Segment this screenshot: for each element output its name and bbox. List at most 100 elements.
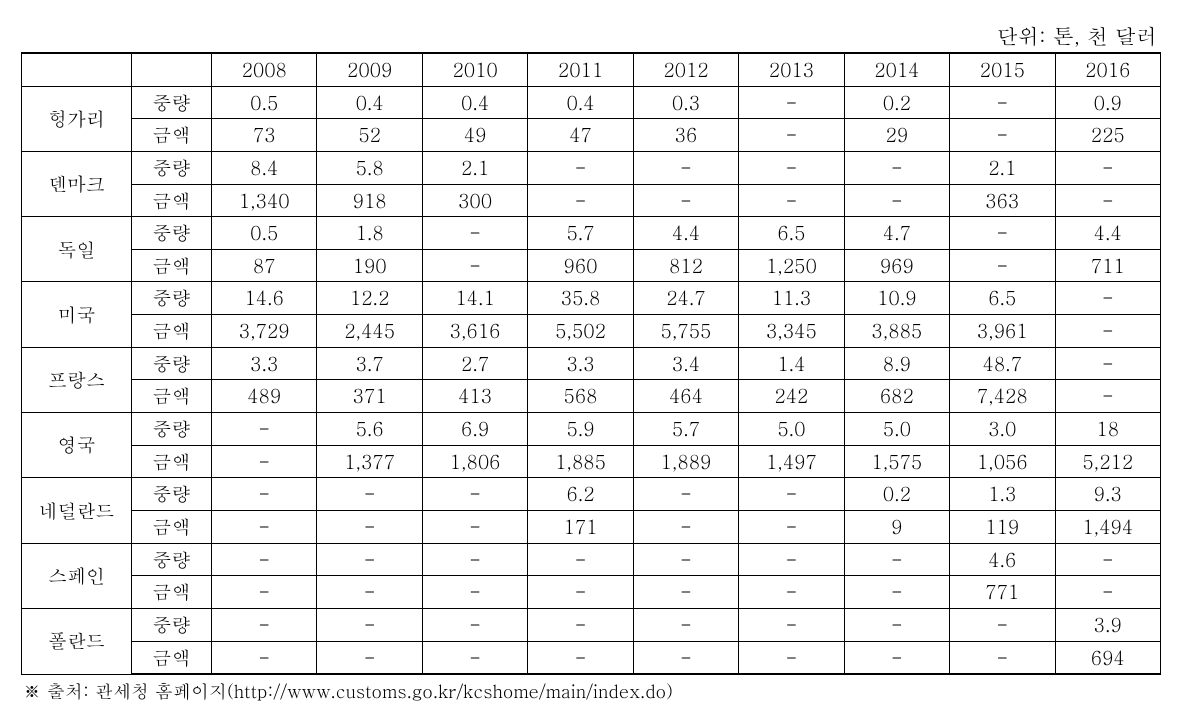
unit-label: 단위: 톤, 천 달러	[21, 20, 1161, 50]
value-cell: 2.1	[422, 151, 527, 184]
country-cell: 헝가리	[22, 86, 132, 151]
value-cell: 5,502	[528, 315, 633, 348]
value-cell: -	[844, 543, 949, 576]
table-row: 금액3,7292,4453,6165,5025,7553,3453,8853,9…	[22, 315, 1161, 348]
header-year: 2016	[1055, 53, 1161, 86]
table-row: 금액87190-9608121,250969-711	[22, 249, 1161, 282]
table-row: 덴마크중량8.45.82.1----2.1-	[22, 151, 1161, 184]
value-cell: 87	[212, 249, 317, 282]
table-row: 네덜란드중량---6.2--0.21.39.3	[22, 478, 1161, 511]
value-cell: 711	[1055, 249, 1161, 282]
value-cell: -	[212, 478, 317, 511]
value-cell: -	[212, 576, 317, 609]
value-cell: 119	[950, 510, 1055, 543]
value-cell: 3,885	[844, 315, 949, 348]
table-row: 금액1,340918300----363-	[22, 184, 1161, 217]
value-cell: 3.3	[528, 347, 633, 380]
value-cell: 3,729	[212, 315, 317, 348]
measure-amount-label: 금액	[132, 380, 212, 413]
value-cell: 49	[422, 119, 527, 152]
table-row: 금액--------694	[22, 641, 1161, 674]
header-blank-country	[22, 53, 132, 86]
value-cell: -	[1055, 347, 1161, 380]
value-cell: 4.4	[1055, 217, 1161, 250]
value-cell: 5.6	[317, 413, 422, 446]
measure-amount-label: 금액	[132, 510, 212, 543]
value-cell: 5.8	[317, 151, 422, 184]
value-cell: 969	[844, 249, 949, 282]
value-cell: 0.9	[1055, 86, 1161, 119]
value-cell: 300	[422, 184, 527, 217]
measure-weight-label: 중량	[132, 151, 212, 184]
value-cell: -	[739, 184, 844, 217]
value-cell: -	[950, 249, 1055, 282]
value-cell: 413	[422, 380, 527, 413]
value-cell: -	[950, 608, 1055, 641]
value-cell: 3.4	[633, 347, 738, 380]
table-row: 금액7352494736-29-225	[22, 119, 1161, 152]
value-cell: -	[844, 641, 949, 674]
value-cell: 371	[317, 380, 422, 413]
value-cell: 3,961	[950, 315, 1055, 348]
value-cell: 5,212	[1055, 445, 1161, 478]
value-cell: 29	[844, 119, 949, 152]
value-cell: 14.1	[422, 282, 527, 315]
value-cell: 1,250	[739, 249, 844, 282]
value-cell: 9	[844, 510, 949, 543]
value-cell: -	[739, 608, 844, 641]
table-row: 헝가리중량0.50.40.40.40.3-0.2-0.9	[22, 86, 1161, 119]
value-cell: 0.4	[528, 86, 633, 119]
value-cell: -	[528, 576, 633, 609]
table-row: 스페인중량-------4.6-	[22, 543, 1161, 576]
value-cell: 489	[212, 380, 317, 413]
header-year: 2012	[633, 53, 738, 86]
value-cell: 6.5	[950, 282, 1055, 315]
value-cell: -	[739, 510, 844, 543]
header-year: 2015	[950, 53, 1055, 86]
value-cell: 8.9	[844, 347, 949, 380]
value-cell: -	[422, 641, 527, 674]
value-cell: -	[422, 478, 527, 511]
value-cell: -	[739, 641, 844, 674]
value-cell: -	[633, 478, 738, 511]
table-row: 미국중량14.612.214.135.824.711.310.96.5-	[22, 282, 1161, 315]
value-cell: 363	[950, 184, 1055, 217]
measure-weight-label: 중량	[132, 608, 212, 641]
value-cell: 5,755	[633, 315, 738, 348]
data-table: 2008 2009 2010 2011 2012 2013 2014 2015 …	[21, 52, 1161, 675]
value-cell: 1,377	[317, 445, 422, 478]
header-year: 2009	[317, 53, 422, 86]
value-cell: 2.7	[422, 347, 527, 380]
value-cell: -	[950, 119, 1055, 152]
table-row: 금액-------771-	[22, 576, 1161, 609]
table-row: 금액4893714135684642426827,428-	[22, 380, 1161, 413]
value-cell: 10.9	[844, 282, 949, 315]
value-cell: -	[1055, 184, 1161, 217]
value-cell: 464	[633, 380, 738, 413]
measure-weight-label: 중량	[132, 478, 212, 511]
value-cell: -	[739, 151, 844, 184]
measure-amount-label: 금액	[132, 249, 212, 282]
table-row: 폴란드중량--------3.9	[22, 608, 1161, 641]
table-row: 영국중량-5.66.95.95.75.05.03.018	[22, 413, 1161, 446]
value-cell: -	[1055, 315, 1161, 348]
value-cell: 812	[633, 249, 738, 282]
country-cell: 덴마크	[22, 151, 132, 216]
value-cell: 1.3	[950, 478, 1055, 511]
value-cell: 3.3	[212, 347, 317, 380]
value-cell: 5.0	[844, 413, 949, 446]
header-year: 2011	[528, 53, 633, 86]
value-cell: -	[1055, 576, 1161, 609]
table-row: 독일중량0.51.8-5.74.46.54.7-4.4	[22, 217, 1161, 250]
value-cell: -	[633, 576, 738, 609]
measure-amount-label: 금액	[132, 576, 212, 609]
measure-weight-label: 중량	[132, 413, 212, 446]
value-cell: 4.7	[844, 217, 949, 250]
value-cell: 48.7	[950, 347, 1055, 380]
measure-amount-label: 금액	[132, 315, 212, 348]
value-cell: 0.5	[212, 217, 317, 250]
measure-amount-label: 금액	[132, 184, 212, 217]
header-year: 2014	[844, 53, 949, 86]
value-cell: 190	[317, 249, 422, 282]
value-cell: -	[950, 641, 1055, 674]
